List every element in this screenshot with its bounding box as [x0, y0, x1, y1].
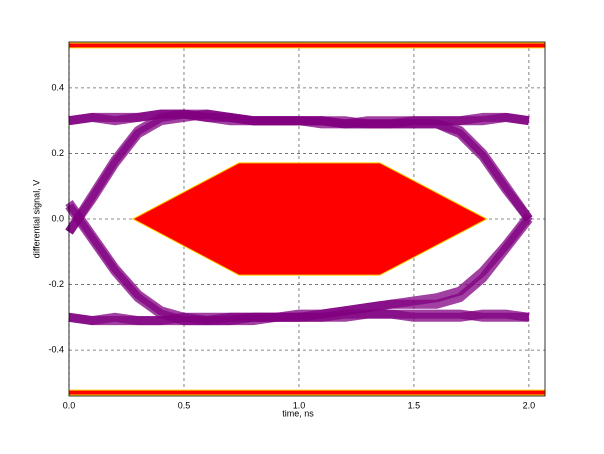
x-axis-label: time, ns [282, 408, 314, 418]
x-tick-label: 2.0 [523, 400, 536, 410]
trace [65, 200, 533, 326]
mask [131, 162, 488, 276]
x-tick-label: 0.5 [178, 400, 191, 410]
plot-frame [68, 41, 546, 397]
y-tick-label: 0.2 [51, 148, 64, 158]
y-tick-label: 0.0 [51, 213, 64, 223]
x-tick-label: 1.5 [408, 400, 421, 410]
trace [65, 109, 533, 235]
y-tick-label: 0.4 [51, 82, 64, 92]
x-tick-label: 1.0 [293, 400, 306, 410]
mask [68, 389, 546, 396]
y-tick-label: -0.2 [48, 279, 64, 289]
mask [68, 42, 546, 49]
x-tick-label: 0.0 [63, 400, 76, 410]
y-axis-label: differential signal, V [31, 180, 41, 258]
y-tick-label: -0.4 [48, 344, 64, 354]
